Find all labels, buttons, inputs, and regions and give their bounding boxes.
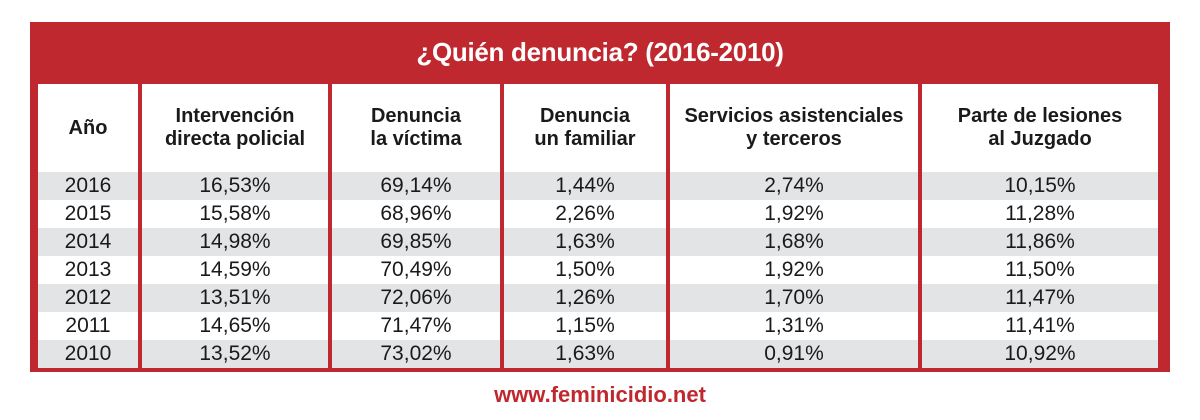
value-cell-services: 1,92% — [670, 256, 918, 284]
column-header-line: Intervención — [175, 105, 295, 127]
year-cell: 2011 — [38, 312, 138, 340]
value-cell-family: 1,44% — [504, 172, 666, 200]
value-cell-police: 14,98% — [142, 228, 328, 256]
value-cell-services: 1,70% — [670, 284, 918, 312]
value-cell-victim: 71,47% — [332, 312, 500, 340]
column-header-line: Año — [68, 116, 108, 139]
value-cell-police: 14,65% — [142, 312, 328, 340]
table-frame: ¿Quién denuncia? (2016-2010) Año Interven… — [30, 22, 1170, 372]
column-header-line: Parte de lesiones — [957, 105, 1123, 127]
value-cell-family: 1,15% — [504, 312, 666, 340]
value-cell-victim: 72,06% — [332, 284, 500, 312]
value-cell-victim: 69,14% — [332, 172, 500, 200]
column-header-year: Año — [38, 84, 138, 172]
year-cell: 2015 — [38, 200, 138, 228]
column-header-line: Denuncia — [370, 105, 461, 127]
value-cell-police: 16,53% — [142, 172, 328, 200]
column-header-family: Denuncia un familiar — [504, 84, 666, 172]
column-header-line: la víctima — [370, 128, 462, 150]
year-cell: 2014 — [38, 228, 138, 256]
column-header-line: un familiar — [534, 128, 636, 150]
source-url[interactable]: www.feminicidio.net — [494, 382, 706, 407]
value-cell-family: 1,50% — [504, 256, 666, 284]
column-header-services: Servicios asistenciales y terceros — [670, 84, 918, 172]
value-cell-services: 0,91% — [670, 340, 918, 368]
value-cell-services: 1,92% — [670, 200, 918, 228]
value-cell-family: 2,26% — [504, 200, 666, 228]
column-header-line: Servicios asistenciales — [684, 105, 904, 127]
value-cell-police: 13,51% — [142, 284, 328, 312]
column-header-line: Denuncia — [539, 105, 630, 127]
column-header-police: Intervención directa policial — [142, 84, 328, 172]
value-cell-family: 1,26% — [504, 284, 666, 312]
value-cell-services: 2,74% — [670, 172, 918, 200]
column-header-line: directa policial — [164, 128, 306, 150]
value-cell-injury-report: 11,50% — [922, 256, 1158, 284]
value-cell-family: 1,63% — [504, 340, 666, 368]
data-table: Año Intervención directa policial Denuncia l… — [38, 84, 1162, 368]
value-cell-injury-report: 11,47% — [922, 284, 1158, 312]
year-cell: 2013 — [38, 256, 138, 284]
value-cell-victim: 70,49% — [332, 256, 500, 284]
value-cell-injury-report: 10,92% — [922, 340, 1158, 368]
value-cell-victim: 69,85% — [332, 228, 500, 256]
value-cell-victim: 68,96% — [332, 200, 500, 228]
year-cell: 2010 — [38, 340, 138, 368]
value-cell-police: 14,59% — [142, 256, 328, 284]
value-cell-family: 1,63% — [504, 228, 666, 256]
column-header-line: y terceros — [746, 128, 842, 150]
value-cell-injury-report: 10,15% — [922, 172, 1158, 200]
value-cell-injury-report: 11,28% — [922, 200, 1158, 228]
column-header-victim: Denuncia la víctima — [332, 84, 500, 172]
value-cell-injury-report: 11,41% — [922, 312, 1158, 340]
column-header-line: al Juzgado — [988, 128, 1092, 150]
table-title: ¿Quién denuncia? (2016-2010) — [416, 36, 784, 67]
value-cell-police: 13,52% — [142, 340, 328, 368]
value-cell-services: 1,31% — [670, 312, 918, 340]
year-cell: 2012 — [38, 284, 138, 312]
value-cell-victim: 73,02% — [332, 340, 500, 368]
year-cell: 2016 — [38, 172, 138, 200]
value-cell-police: 15,58% — [142, 200, 328, 228]
value-cell-injury-report: 11,86% — [922, 228, 1158, 256]
column-header-injury-report: Parte de lesiones al Juzgado — [922, 84, 1158, 172]
value-cell-services: 1,68% — [670, 228, 918, 256]
